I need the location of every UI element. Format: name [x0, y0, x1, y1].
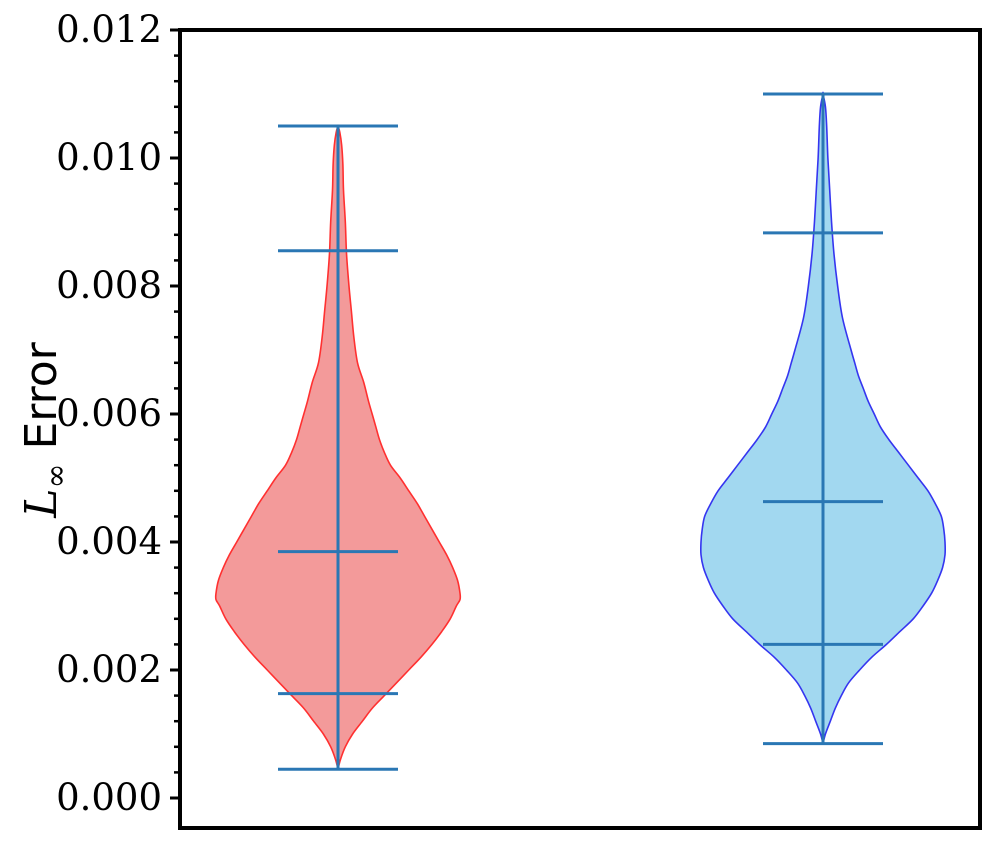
violins-layer	[214, 91, 947, 770]
plot-frame	[178, 28, 982, 830]
y-tick-label: 0.002	[56, 648, 162, 691]
y-tick-label: 0.000	[56, 776, 162, 819]
y-tick-label: 0.010	[56, 136, 162, 179]
y-axis-label-text: Error	[16, 341, 67, 449]
y-axis-label: L∞ Error	[16, 341, 74, 518]
y-tick-label: 0.006	[56, 392, 162, 435]
y-tick-label: 0.008	[56, 264, 162, 307]
y-tick-label: 0.004	[56, 520, 162, 563]
y-axis-label-subscript: ∞	[39, 464, 74, 489]
y-tick-label: 0.012	[56, 8, 162, 51]
y-axis: 0.000 0.002 0.004 0.006 0.008 0.010 0.012	[56, 8, 180, 819]
y-axis-label-symbol: L	[16, 489, 67, 519]
statistics-lines-layer	[278, 92, 883, 771]
